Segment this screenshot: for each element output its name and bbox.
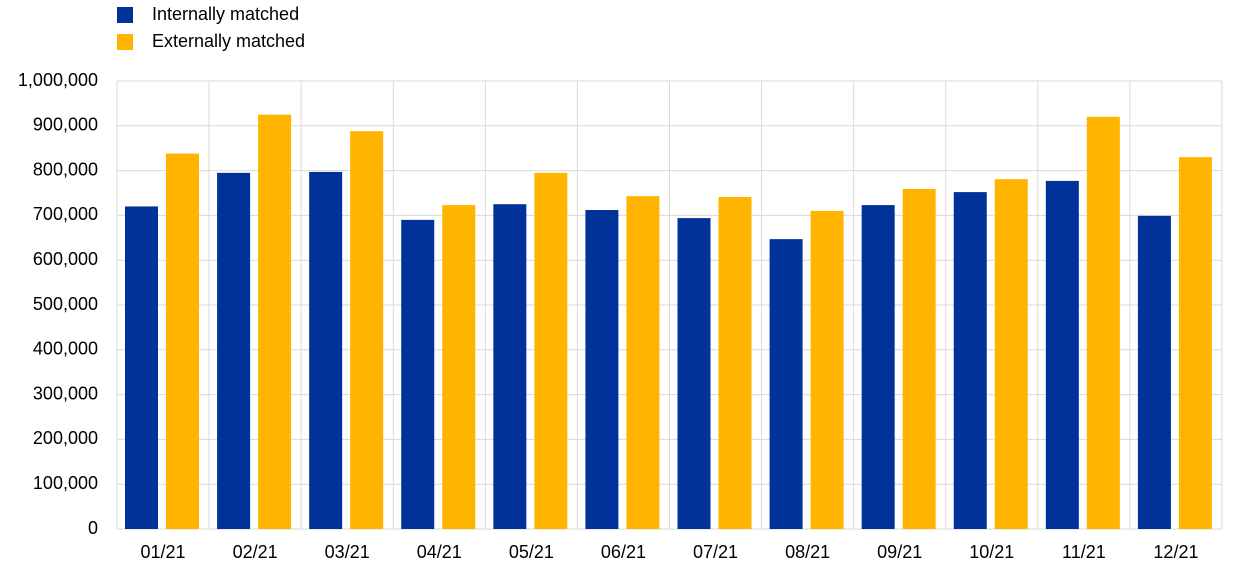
y-tick-label: 900,000 (33, 115, 98, 135)
bar (1045, 180, 1079, 530)
x-tick-label: 05/21 (509, 542, 554, 562)
y-tick-label: 700,000 (33, 204, 98, 224)
y-tick-label: 1,000,000 (18, 70, 98, 90)
bar (585, 210, 619, 530)
bar (166, 153, 199, 530)
bar (125, 206, 158, 529)
y-tick-label: 800,000 (33, 159, 98, 179)
x-tick-label: 09/21 (877, 542, 922, 562)
bar (861, 205, 895, 529)
x-tick-label: 08/21 (785, 542, 830, 562)
legend-swatch (117, 34, 133, 50)
x-tick-label: 12/21 (1153, 542, 1198, 562)
bar (401, 219, 435, 529)
x-tick-label: 02/21 (233, 542, 278, 562)
x-tick-label: 10/21 (969, 542, 1014, 562)
bar (217, 172, 251, 529)
legend-label: Externally matched (152, 31, 305, 51)
x-tick-label: 04/21 (417, 542, 462, 562)
y-tick-label: 100,000 (33, 473, 98, 493)
bar (1086, 116, 1120, 529)
bar (493, 204, 527, 529)
bar (810, 210, 844, 530)
bar (626, 196, 660, 530)
bar (350, 131, 384, 529)
x-tick-label: 11/21 (1062, 542, 1106, 562)
bar (994, 179, 1028, 529)
y-tick-label: 600,000 (33, 249, 98, 269)
y-tick-label: 0 (88, 518, 98, 538)
bar (258, 114, 292, 529)
bar (442, 205, 476, 529)
y-tick-label: 400,000 (33, 339, 98, 359)
bar (953, 192, 987, 529)
x-tick-label: 03/21 (325, 542, 370, 562)
bar (677, 218, 711, 529)
y-tick-label: 300,000 (33, 383, 98, 403)
x-tick-label: 06/21 (601, 542, 646, 562)
bar (718, 197, 752, 530)
bar (769, 239, 803, 530)
x-tick-label: 01/21 (141, 542, 186, 562)
y-tick-label: 500,000 (33, 294, 98, 314)
x-tick-label: 07/21 (693, 542, 738, 562)
bar (1137, 215, 1171, 529)
bar (1178, 157, 1212, 529)
bar (902, 188, 936, 529)
legend-label: Internally matched (152, 4, 299, 24)
bar (309, 171, 343, 529)
bar (534, 172, 568, 529)
legend-swatch (117, 7, 133, 23)
y-tick-label: 200,000 (33, 428, 98, 448)
